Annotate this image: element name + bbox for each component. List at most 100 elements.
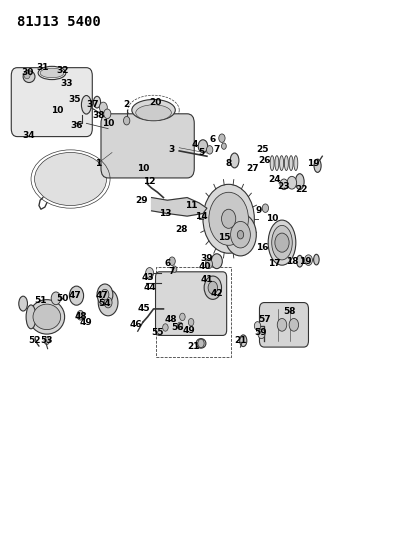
Circle shape [172, 266, 177, 272]
Text: 43: 43 [141, 272, 154, 281]
Circle shape [258, 329, 265, 338]
Text: 33: 33 [60, 79, 73, 88]
Circle shape [169, 257, 175, 265]
Text: 47: 47 [68, 291, 81, 300]
Text: 21: 21 [234, 336, 247, 345]
Text: 59: 59 [254, 328, 267, 337]
Polygon shape [152, 198, 207, 216]
Text: 3: 3 [168, 146, 174, 155]
Ellipse shape [268, 220, 296, 265]
Ellipse shape [295, 174, 304, 190]
Text: 18: 18 [286, 257, 298, 265]
Circle shape [225, 214, 256, 256]
Circle shape [230, 221, 250, 248]
Circle shape [24, 70, 30, 79]
Ellipse shape [23, 71, 35, 83]
Circle shape [277, 318, 287, 331]
Circle shape [146, 268, 154, 278]
Text: 29: 29 [135, 196, 148, 205]
Text: 9: 9 [255, 206, 261, 215]
Text: 16: 16 [256, 244, 269, 253]
Circle shape [188, 318, 194, 326]
Text: 1: 1 [95, 159, 101, 167]
Text: 56: 56 [171, 323, 183, 332]
Circle shape [198, 140, 208, 152]
Text: 14: 14 [195, 212, 207, 221]
Text: 7: 7 [168, 268, 174, 276]
Text: 50: 50 [57, 294, 69, 303]
Text: 41: 41 [201, 275, 213, 284]
Text: 40: 40 [199, 262, 211, 271]
Text: 48: 48 [165, 315, 178, 324]
Text: 6: 6 [210, 135, 216, 144]
Text: 27: 27 [246, 164, 259, 173]
Ellipse shape [297, 255, 303, 267]
Text: 51: 51 [35, 296, 47, 305]
Text: 8: 8 [226, 159, 232, 167]
Ellipse shape [136, 105, 171, 120]
Text: 44: 44 [143, 283, 156, 292]
Circle shape [219, 134, 225, 142]
Ellipse shape [294, 156, 298, 171]
Circle shape [207, 146, 213, 154]
Ellipse shape [29, 300, 64, 334]
Text: 12: 12 [143, 177, 156, 186]
Text: 28: 28 [175, 225, 187, 234]
Circle shape [177, 322, 183, 329]
Circle shape [69, 286, 84, 305]
Ellipse shape [82, 95, 91, 114]
Circle shape [275, 233, 289, 252]
Ellipse shape [132, 100, 175, 120]
Circle shape [104, 297, 112, 308]
Ellipse shape [38, 155, 103, 203]
Ellipse shape [33, 304, 60, 329]
Text: 58: 58 [284, 307, 296, 316]
Circle shape [163, 324, 168, 331]
Ellipse shape [289, 156, 293, 171]
Text: 22: 22 [295, 185, 308, 194]
Text: 47: 47 [96, 291, 109, 300]
Circle shape [100, 102, 107, 113]
Circle shape [208, 281, 218, 294]
Text: 4: 4 [192, 140, 198, 149]
Text: 31: 31 [37, 63, 49, 72]
Text: 5: 5 [198, 148, 204, 157]
Circle shape [101, 289, 109, 300]
Text: 2: 2 [123, 100, 129, 109]
Ellipse shape [196, 338, 206, 348]
Circle shape [179, 313, 185, 320]
Circle shape [51, 292, 60, 305]
Circle shape [211, 254, 222, 269]
Ellipse shape [56, 168, 85, 190]
Circle shape [287, 176, 297, 189]
Circle shape [205, 259, 213, 269]
Text: 10: 10 [266, 214, 278, 223]
Ellipse shape [42, 158, 100, 200]
Text: 57: 57 [258, 315, 271, 324]
Text: 13: 13 [159, 209, 172, 218]
FancyBboxPatch shape [259, 303, 308, 347]
Circle shape [280, 179, 288, 190]
Circle shape [104, 109, 111, 118]
Text: 7: 7 [214, 146, 220, 155]
Text: 45: 45 [137, 304, 150, 313]
Text: 42: 42 [211, 288, 223, 297]
Ellipse shape [94, 96, 101, 108]
Ellipse shape [275, 156, 279, 171]
Circle shape [262, 204, 269, 213]
Circle shape [209, 192, 248, 245]
Text: 81J13 5400: 81J13 5400 [17, 14, 101, 29]
Ellipse shape [230, 153, 239, 168]
Ellipse shape [40, 68, 64, 78]
Circle shape [304, 255, 312, 265]
Text: 19: 19 [307, 159, 320, 167]
Ellipse shape [284, 156, 288, 171]
Text: 46: 46 [129, 320, 142, 329]
Text: 32: 32 [57, 66, 69, 75]
Circle shape [97, 284, 113, 305]
Text: 35: 35 [68, 95, 81, 104]
Ellipse shape [240, 335, 247, 346]
Circle shape [222, 209, 236, 228]
Text: 15: 15 [219, 233, 231, 242]
FancyBboxPatch shape [11, 68, 92, 136]
